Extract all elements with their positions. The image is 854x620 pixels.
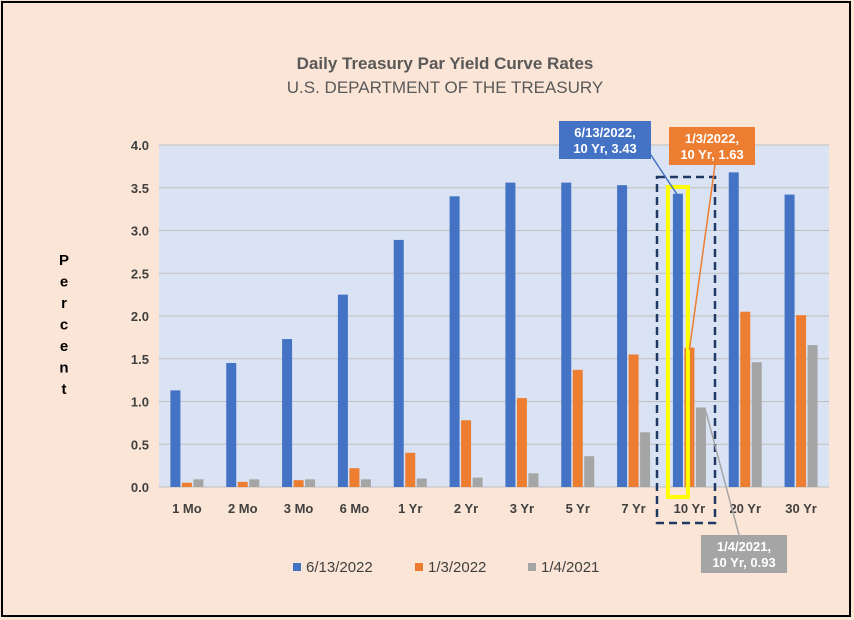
dashed-callout-box (655, 175, 717, 525)
y-tick-label: 1.0 (131, 395, 149, 410)
bar (461, 420, 472, 487)
y-axis-label-letter: e (60, 338, 68, 355)
bar (282, 339, 293, 487)
bar (572, 369, 583, 487)
y-axis-label-letter: P (59, 252, 69, 269)
y-tick-label: 4.0 (131, 138, 149, 153)
y-tick-label: 0.5 (131, 437, 149, 452)
y-axis-label-letter: n (59, 360, 68, 377)
bar (695, 407, 706, 487)
bar (672, 193, 683, 488)
bar (728, 172, 739, 488)
y-axis-label-letter: r (61, 295, 67, 312)
bar (360, 479, 371, 487)
bar (181, 482, 192, 487)
bar (617, 185, 628, 487)
y-tick-label: 3.5 (131, 181, 149, 196)
chart-title: Daily Treasury Par Yield Curve Rates (297, 54, 594, 73)
bar (740, 311, 751, 487)
bar (449, 196, 460, 488)
bar (393, 239, 404, 487)
legend-entry: 1/3/2022 (428, 559, 486, 576)
bar (628, 354, 639, 487)
x-tick-label: 2 Yr (454, 501, 478, 516)
x-tick-label: 20 Yr (729, 501, 761, 516)
bar (584, 456, 595, 487)
y-tick-label: 0.0 (131, 480, 149, 495)
y-axis-label-letter: t (62, 381, 67, 398)
x-tick-label: 1 Yr (398, 501, 422, 516)
data-label: 1/4/2021, (717, 539, 771, 554)
bar (516, 398, 527, 487)
x-tick-label: 1 Mo (172, 501, 202, 516)
bar (528, 473, 539, 487)
bar (193, 479, 204, 487)
x-tick-label: 5 Yr (566, 501, 590, 516)
bar (416, 478, 427, 487)
bar-chart: Daily Treasury Par Yield Curve Rates U.S… (59, 54, 829, 576)
legend-entry: 1/4/2021 (541, 559, 599, 576)
chart-subtitle: U.S. DEPARTMENT OF THE TREASURY (287, 78, 603, 97)
data-callout (559, 121, 651, 159)
data-label: 10 Yr, 3.43 (573, 141, 636, 156)
bar (784, 194, 795, 487)
bar (640, 432, 651, 487)
x-tick-label: 3 Mo (284, 501, 314, 516)
bar (807, 345, 818, 487)
y-axis-label-letter: c (60, 317, 68, 334)
bar (796, 315, 807, 487)
legend-swatch (415, 563, 423, 571)
y-tick-label: 2.5 (131, 266, 149, 281)
bar (237, 481, 248, 487)
bar (293, 480, 304, 487)
x-tick-label: 6 Mo (340, 501, 370, 516)
y-tick-label: 1.5 (131, 352, 149, 367)
x-tick-label: 10 Yr (674, 501, 706, 516)
data-callout (701, 535, 787, 573)
callout-leader-line (688, 164, 716, 350)
bar (170, 390, 181, 487)
data-callout (669, 127, 755, 165)
legend-swatch (293, 563, 301, 571)
y-tick-label: 3.0 (131, 224, 149, 239)
bar (249, 479, 260, 487)
bar (751, 362, 762, 487)
bar (505, 182, 516, 487)
data-label: 6/13/2022, (574, 125, 635, 140)
data-label: 10 Yr, 1.63 (680, 147, 743, 162)
bar (472, 477, 483, 487)
x-tick-label: 30 Yr (785, 501, 817, 516)
bar (405, 452, 416, 487)
x-tick-label: 7 Yr (621, 501, 645, 516)
y-tick-label: 2.0 (131, 309, 149, 324)
data-label: 1/3/2022, (685, 131, 739, 146)
x-tick-label: 3 Yr (510, 501, 534, 516)
legend-swatch (528, 563, 536, 571)
bar (226, 363, 237, 487)
bar (305, 479, 316, 487)
y-axis-label-letter: e (60, 274, 68, 291)
bar (349, 468, 360, 487)
bar (337, 294, 348, 487)
data-label: 10 Yr, 0.93 (712, 555, 775, 570)
highlight-box (665, 185, 690, 499)
legend-entry: 6/13/2022 (306, 559, 373, 576)
bar (561, 182, 572, 487)
callout-leader-line (705, 411, 740, 536)
legend: 6/13/2022 1/3/2022 1/4/2021 (293, 559, 599, 576)
x-tick-label: 2 Mo (228, 501, 258, 516)
